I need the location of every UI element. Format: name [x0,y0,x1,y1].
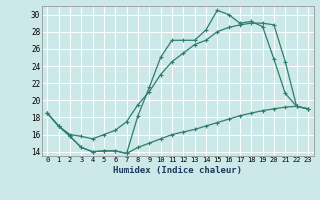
X-axis label: Humidex (Indice chaleur): Humidex (Indice chaleur) [113,166,242,175]
